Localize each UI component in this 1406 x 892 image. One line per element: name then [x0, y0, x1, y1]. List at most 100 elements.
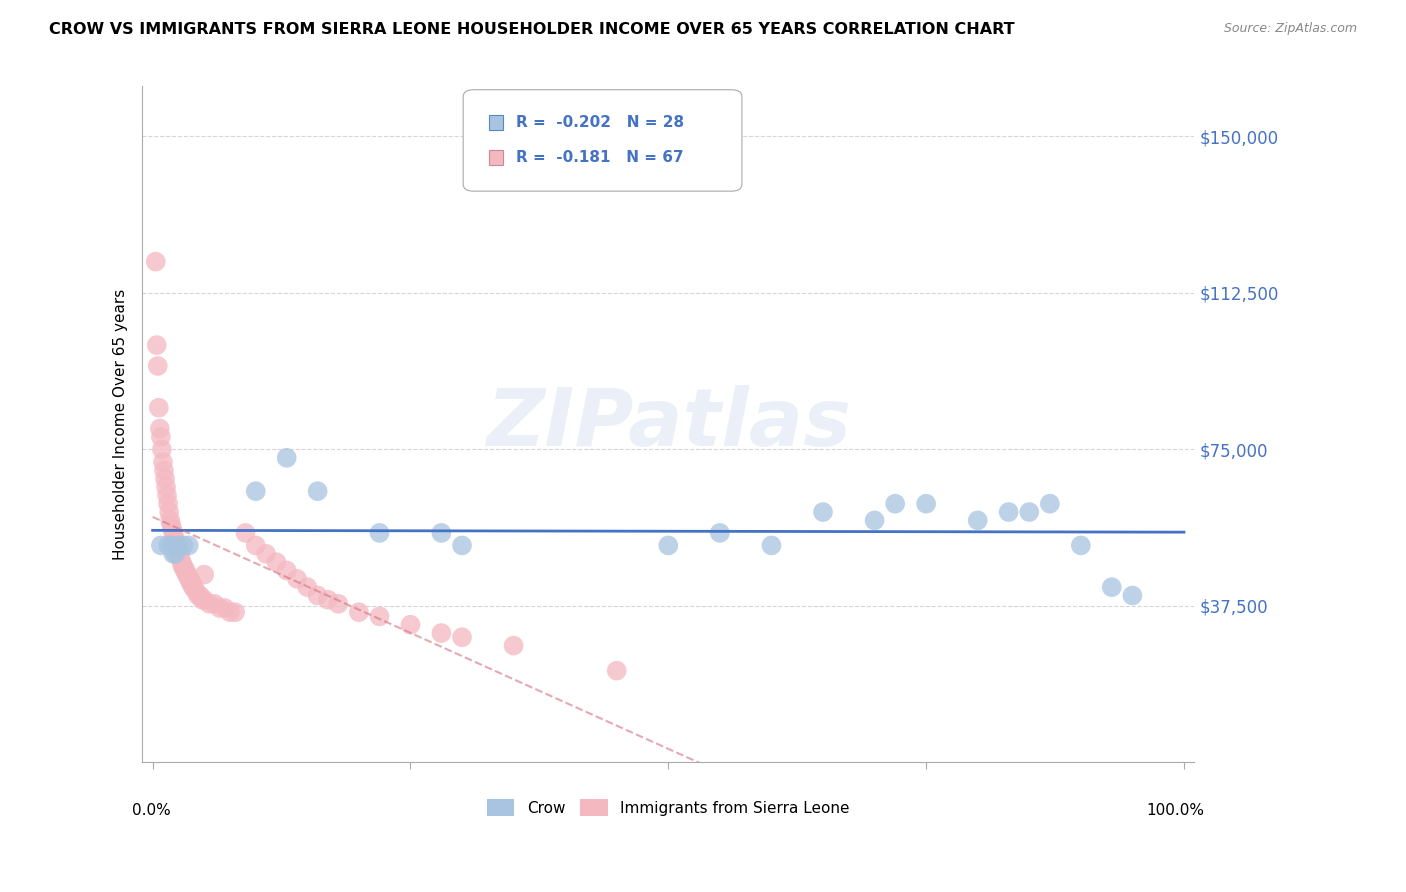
Point	[254, 547, 277, 561]
Point	[174, 564, 197, 578]
Point	[172, 559, 194, 574]
Legend: Crow, Immigrants from Sierra Leone: Crow, Immigrants from Sierra Leone	[481, 792, 856, 822]
FancyBboxPatch shape	[463, 90, 742, 191]
Point	[1018, 505, 1040, 519]
Point	[188, 589, 211, 603]
Point	[266, 555, 288, 569]
Point	[152, 455, 174, 469]
Point	[430, 525, 453, 540]
Point	[173, 564, 195, 578]
Point	[176, 567, 198, 582]
Point	[169, 550, 191, 565]
Point	[177, 538, 200, 552]
Point	[149, 421, 172, 435]
Point	[163, 530, 186, 544]
Point	[285, 572, 308, 586]
Point	[187, 589, 209, 603]
Point	[176, 567, 198, 582]
Point	[145, 254, 167, 268]
Point	[167, 538, 190, 552]
Point	[160, 522, 183, 536]
FancyBboxPatch shape	[489, 115, 503, 129]
Point	[245, 484, 267, 499]
Point	[149, 430, 172, 444]
Point	[155, 480, 177, 494]
Point	[198, 597, 221, 611]
Point	[451, 538, 474, 552]
Point	[1101, 580, 1123, 594]
Point	[347, 605, 370, 619]
Point	[1070, 538, 1092, 552]
Point	[193, 567, 215, 582]
Point	[191, 592, 214, 607]
Point	[915, 497, 938, 511]
Point	[328, 597, 350, 611]
Text: ZIPatlas: ZIPatlas	[486, 385, 851, 464]
FancyBboxPatch shape	[489, 150, 503, 165]
Point	[180, 576, 202, 591]
Point	[811, 505, 834, 519]
Point	[156, 488, 179, 502]
Y-axis label: Householder Income Over 65 years: Householder Income Over 65 years	[114, 289, 128, 560]
Point	[148, 401, 170, 415]
Text: R =  -0.181   N = 67: R = -0.181 N = 67	[516, 150, 683, 165]
Point	[180, 576, 202, 591]
Text: 100.0%: 100.0%	[1147, 803, 1205, 818]
Point	[160, 538, 183, 552]
Point	[150, 442, 173, 457]
Point	[173, 538, 195, 552]
Point	[162, 547, 184, 561]
Point	[863, 513, 886, 527]
Point	[502, 639, 524, 653]
Point	[181, 580, 204, 594]
Point	[208, 601, 231, 615]
Point	[276, 450, 298, 465]
Text: Source: ZipAtlas.com: Source: ZipAtlas.com	[1223, 22, 1357, 36]
Point	[1039, 497, 1062, 511]
Point	[149, 538, 172, 552]
Point	[997, 505, 1019, 519]
Point	[184, 584, 207, 599]
Point	[157, 505, 180, 519]
Point	[165, 538, 187, 552]
Point	[606, 664, 628, 678]
Point	[167, 547, 190, 561]
Point	[884, 497, 907, 511]
Point	[368, 525, 391, 540]
Point	[204, 597, 226, 611]
Point	[145, 338, 167, 352]
Point	[709, 525, 731, 540]
Point	[153, 463, 176, 477]
Point	[170, 555, 193, 569]
Point	[146, 359, 169, 373]
Point	[307, 484, 329, 499]
Point	[157, 497, 180, 511]
Point	[761, 538, 783, 552]
Point	[179, 572, 201, 586]
Point	[157, 538, 180, 552]
Point	[245, 538, 267, 552]
Text: 0.0%: 0.0%	[132, 803, 170, 818]
Point	[235, 525, 257, 540]
Point	[966, 513, 988, 527]
Point	[183, 580, 205, 594]
Point	[657, 538, 679, 552]
Point	[159, 513, 181, 527]
Point	[276, 564, 298, 578]
Point	[214, 601, 236, 615]
Point	[224, 605, 246, 619]
Point	[166, 542, 188, 557]
Point	[219, 605, 242, 619]
Point	[165, 534, 187, 549]
Point	[160, 517, 183, 532]
Point	[169, 547, 191, 561]
Point	[193, 592, 215, 607]
Point	[162, 525, 184, 540]
Point	[451, 630, 474, 644]
Point	[316, 592, 339, 607]
Point	[1121, 589, 1143, 603]
Point	[307, 589, 329, 603]
Text: CROW VS IMMIGRANTS FROM SIERRA LEONE HOUSEHOLDER INCOME OVER 65 YEARS CORRELATIO: CROW VS IMMIGRANTS FROM SIERRA LEONE HOU…	[49, 22, 1015, 37]
Point	[297, 580, 319, 594]
Point	[153, 472, 176, 486]
